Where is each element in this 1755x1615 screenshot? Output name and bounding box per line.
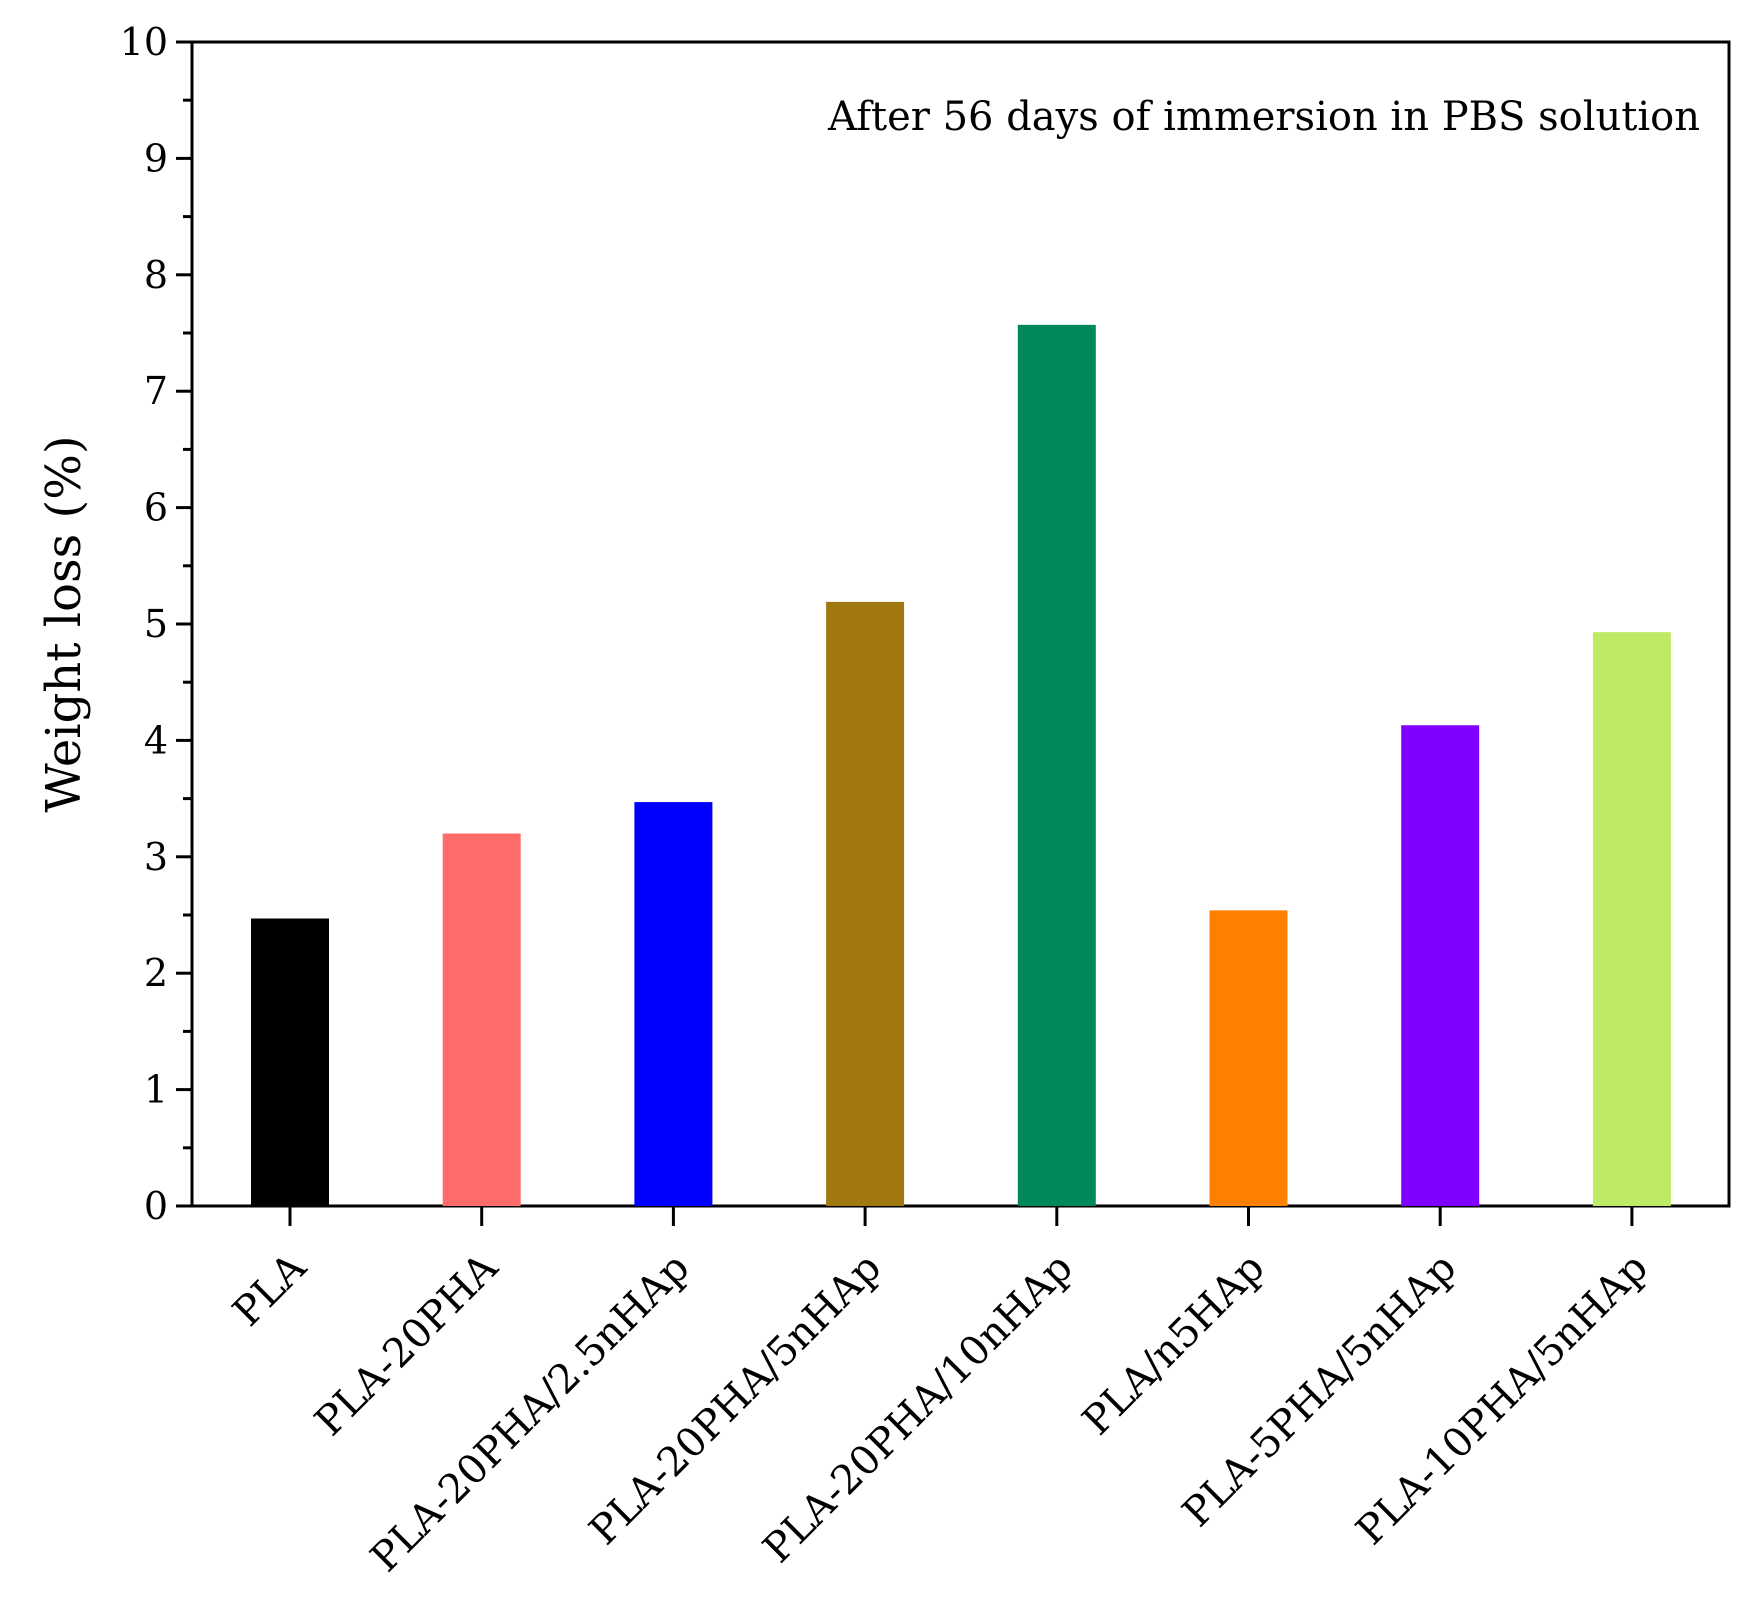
y-tick-label: 8 [144, 253, 168, 297]
y-tick-label: 3 [144, 835, 168, 879]
bar [1017, 324, 1096, 1206]
y-axis: 0 1 2 3 4 5 6 7 8 9 10 [120, 20, 192, 1228]
bar [1592, 632, 1671, 1206]
bar [826, 601, 905, 1206]
plot-frame [190, 40, 1731, 1208]
x-tick-label: PLA-20PHA/10nHAp [754, 1245, 1081, 1572]
y-tick-label: 9 [144, 136, 168, 180]
y-tick-label: 5 [144, 602, 168, 646]
y-tick-label: 4 [144, 718, 168, 762]
x-tick-label: PLA/n5HAp [1074, 1245, 1274, 1445]
y-axis-title: Weight loss (%) [36, 435, 92, 812]
bar [1401, 725, 1480, 1206]
bar [1209, 910, 1288, 1206]
y-tick-label: 0 [144, 1184, 168, 1228]
y-tick-label: 2 [144, 951, 168, 995]
y-tick-label: 1 [144, 1068, 168, 1112]
x-tick-label: PLA-20PHA/2.5nHAp [362, 1245, 698, 1581]
x-tick-label: PLA-20PHA [306, 1244, 507, 1445]
y-tick-label: 6 [144, 486, 168, 530]
y-tick-label: 10 [120, 20, 168, 64]
y-tick-label: 7 [144, 369, 168, 413]
x-axis [288, 1206, 1634, 1226]
bar [251, 918, 329, 1206]
bar [442, 833, 521, 1206]
bars [251, 324, 1671, 1206]
x-tick-label: PLA [224, 1244, 316, 1336]
category-labels: PLAPLA-20PHAPLA-20PHA/2.5nHApPLA-20PHA/5… [224, 1244, 1657, 1581]
annotation-text: After 56 days of immersion in PBS soluti… [827, 94, 1700, 140]
bar [634, 802, 713, 1206]
